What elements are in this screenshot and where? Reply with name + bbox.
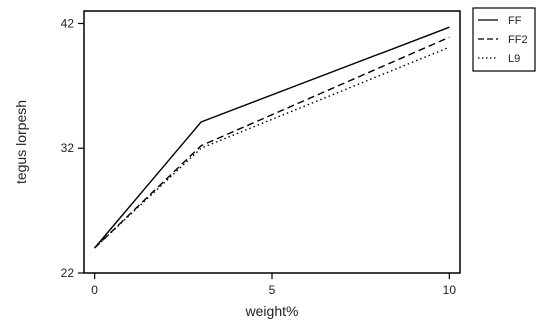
legend-label-ff: FF xyxy=(508,15,522,27)
legend-label-ff2: FF2 xyxy=(508,34,528,46)
x-tick-label: 5 xyxy=(269,283,276,297)
y-tick-label: 22 xyxy=(61,266,75,280)
legend: FF FF2 L9 xyxy=(472,7,536,72)
axis-ticks: 0 5 10 22 32 42 xyxy=(61,16,457,297)
series-line-l9 xyxy=(94,46,450,249)
y-axis-title: tegus lorpesh xyxy=(13,100,29,184)
series-line-ff2 xyxy=(94,36,450,249)
x-axis-title: weight% xyxy=(245,303,299,319)
x-tick-label: 10 xyxy=(443,283,457,297)
x-tick-label: 0 xyxy=(91,283,98,297)
series-line-ff xyxy=(94,26,450,249)
series-layer xyxy=(94,26,450,249)
y-tick-label: 32 xyxy=(61,141,75,155)
legend-box xyxy=(472,7,536,72)
plot-frame xyxy=(83,10,461,274)
legend-label-l9: L9 xyxy=(508,53,520,65)
y-tick-label: 42 xyxy=(61,16,75,30)
